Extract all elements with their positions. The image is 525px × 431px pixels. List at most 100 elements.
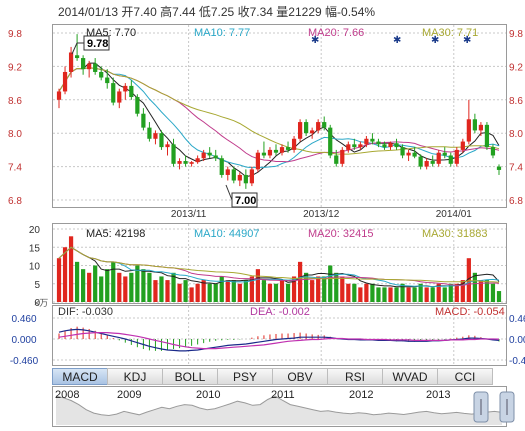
- tab-macd[interactable]: MACD: [52, 368, 108, 385]
- macd-label: MACD: -0.054: [435, 306, 505, 318]
- volume-bar: [177, 283, 182, 302]
- price-tick-left: 9.2: [8, 62, 22, 73]
- event-star-icon[interactable]: ✱: [393, 35, 401, 46]
- candle-body: [105, 77, 110, 84]
- volume-bar: [159, 276, 164, 302]
- volume-value: 21229: [288, 5, 322, 19]
- candle-body: [159, 133, 164, 148]
- ma5-label: MA5: 7.70: [86, 27, 137, 39]
- volume-ma30-line: [58, 246, 500, 283]
- candle-body: [328, 127, 333, 156]
- volume-bar: [267, 283, 273, 302]
- overview-line: [55, 395, 503, 417]
- event-star-icon[interactable]: ✱: [431, 35, 439, 46]
- volume-bar: [448, 283, 453, 302]
- macd-tick-right: -0.460: [509, 356, 525, 367]
- volume-bar: [340, 276, 345, 302]
- candle-body: [382, 144, 387, 148]
- volume-bar: [424, 287, 429, 302]
- tab-cci[interactable]: CCI: [437, 368, 493, 385]
- price-tick-right: 8.6: [509, 96, 523, 107]
- low-callout: 7.00: [225, 184, 258, 208]
- volume-bar: [171, 272, 176, 302]
- price-tick-right: 9.8: [509, 29, 523, 40]
- candle-body: [147, 127, 152, 139]
- candle-body: [436, 152, 441, 164]
- volume-bar: [189, 287, 194, 302]
- tab-wvad[interactable]: WVAD: [382, 368, 438, 385]
- tab-psy[interactable]: PSY: [217, 368, 273, 385]
- event-markers: ✱ ✱ ✱ ✱: [311, 35, 471, 46]
- close-value: 7.34: [249, 5, 273, 19]
- candle-body: [249, 169, 254, 184]
- volume-bar: [135, 265, 140, 302]
- event-star-icon[interactable]: ✱: [311, 35, 319, 46]
- candle-body: [87, 63, 92, 70]
- volume-bar: [352, 283, 357, 302]
- tab-boll[interactable]: BOLL: [162, 368, 218, 385]
- volume-bar: [297, 261, 303, 302]
- open-value: 7.40: [133, 5, 157, 19]
- tab-kdj[interactable]: KDJ: [107, 368, 163, 385]
- price-tick-left: 9.8: [8, 29, 22, 40]
- volume-axis: 20 15 10 5 0: [29, 225, 41, 309]
- volume-bar: [412, 287, 417, 302]
- volume-bar: [400, 283, 405, 302]
- candle-body: [255, 152, 261, 170]
- volume-bar: [382, 287, 387, 302]
- volume-bar: [285, 283, 291, 302]
- volume-bar: [93, 265, 98, 302]
- volume-bar: [358, 287, 363, 302]
- candle-body: [177, 161, 182, 164]
- candle-body: [123, 85, 128, 92]
- macd-lines: [58, 328, 500, 352]
- grid-lines: [53, 25, 506, 365]
- candle-body: [472, 119, 477, 131]
- volume-bar: [291, 276, 297, 302]
- volume-bar: [117, 272, 122, 302]
- volume-bar: [273, 283, 279, 302]
- indicator-tabs: MACD KDJ BOLL PSY OBV RSI WVAD CCI: [52, 368, 493, 385]
- candle-body: [93, 63, 98, 72]
- date-tick: 2013/11: [171, 209, 207, 220]
- price-tick-left: 8.0: [8, 129, 22, 140]
- candle-body: [237, 174, 242, 181]
- candle-body: [219, 158, 224, 175]
- candle-body: [406, 152, 411, 156]
- ma10-label: MA10: 7.77: [194, 27, 251, 39]
- volume-bar: [213, 283, 218, 302]
- volume-bar: [153, 280, 158, 302]
- overview-range-handles[interactable]: [473, 391, 515, 423]
- candle-body: [68, 52, 74, 72]
- close-label: 收: [237, 5, 250, 19]
- price-tick-left: 7.4: [8, 163, 22, 174]
- candle-body: [490, 147, 496, 156]
- tab-obv[interactable]: OBV: [272, 368, 328, 385]
- ma30-label: MA30: 7.71: [422, 27, 479, 39]
- candle-body: [346, 144, 351, 150]
- candle-body: [478, 124, 484, 131]
- volume-bar: [207, 283, 212, 302]
- vol-ma20-label: MA20: 32415: [308, 228, 374, 240]
- macd-axis: 0.460 0.460 0.000 0.000 -0.460 -0.460: [10, 314, 525, 367]
- overview-area: [56, 396, 502, 425]
- candle-body: [267, 149, 273, 156]
- tab-rsi[interactable]: RSI: [327, 368, 383, 385]
- candle-body: [279, 147, 285, 153]
- open-label: 开: [121, 5, 134, 19]
- candle-body: [165, 144, 170, 148]
- candle-body: [460, 141, 465, 150]
- candle-body: [183, 161, 188, 164]
- volume-tick: 15: [29, 243, 41, 254]
- volume-bar: [129, 272, 134, 302]
- price-tick-left: 8.6: [8, 96, 22, 107]
- candle-body: [358, 144, 363, 148]
- volume-ma10-line: [58, 246, 500, 288]
- date-tick: 2013/12: [303, 209, 340, 220]
- volume-bar: [388, 287, 393, 302]
- event-star-icon[interactable]: ✱: [463, 35, 471, 46]
- vol-ma10-label: MA10: 44907: [194, 228, 260, 240]
- candle-body: [231, 169, 236, 181]
- date-axis: 2013/11 2013/12 2014/01: [171, 209, 472, 220]
